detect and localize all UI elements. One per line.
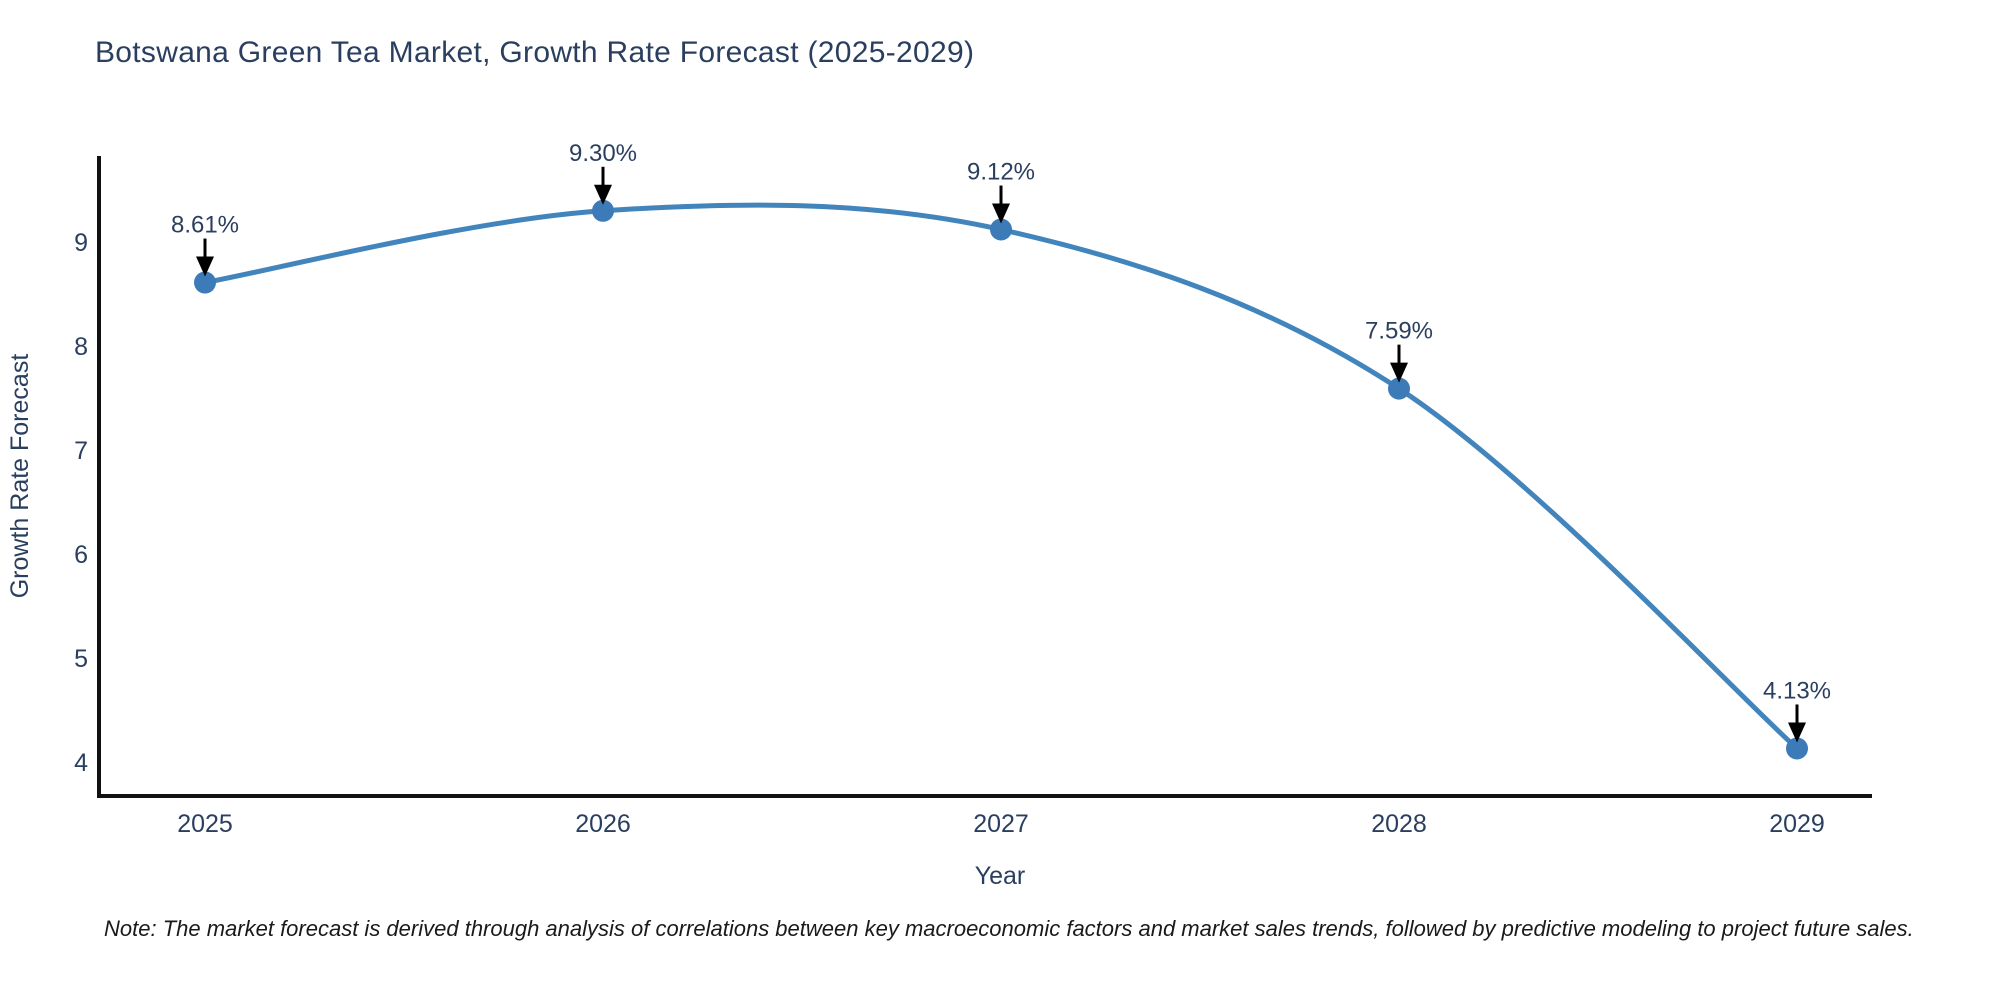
annotation-label: 4.13% [1763,677,1831,704]
x-axis-title: Year [975,862,1026,890]
annotation-arrow-head [1390,362,1408,383]
x-tick-label: 2028 [1371,810,1427,838]
annotation-arrow-head [196,256,214,277]
data-point-marker [990,218,1012,241]
annotation-label: 9.12% [967,159,1035,186]
annotation-arrow-head [594,184,612,205]
y-tick-label: 6 [74,541,88,569]
data-point-marker [1786,737,1808,760]
data-point-marker [1388,377,1410,400]
y-tick-label: 7 [74,437,88,465]
y-tick-label: 4 [74,749,88,777]
data-point-marker [592,199,614,222]
y-axis-title: Growth Rate Forecast [6,354,34,599]
x-tick-label: 2027 [973,810,1029,838]
data-point-marker [194,271,216,294]
y-tick-label: 5 [74,645,88,673]
chart-title: Botswana Green Tea Market, Growth Rate F… [95,36,975,69]
annotation-arrow-head [992,203,1010,224]
annotation-label: 8.61% [171,212,239,239]
y-tick-label: 8 [74,333,88,361]
x-tick-label: 2029 [1769,810,1825,838]
x-tick-label: 2026 [575,810,631,838]
x-tick-label: 2025 [177,810,233,838]
footnote: Note: The market forecast is derived thr… [104,916,1914,941]
line-series [202,202,1800,751]
annotation-label: 9.30% [569,140,637,167]
y-tick-label: 9 [74,229,88,257]
annotation-label: 7.59% [1365,318,1433,345]
annotation-arrow-head [1788,722,1806,743]
